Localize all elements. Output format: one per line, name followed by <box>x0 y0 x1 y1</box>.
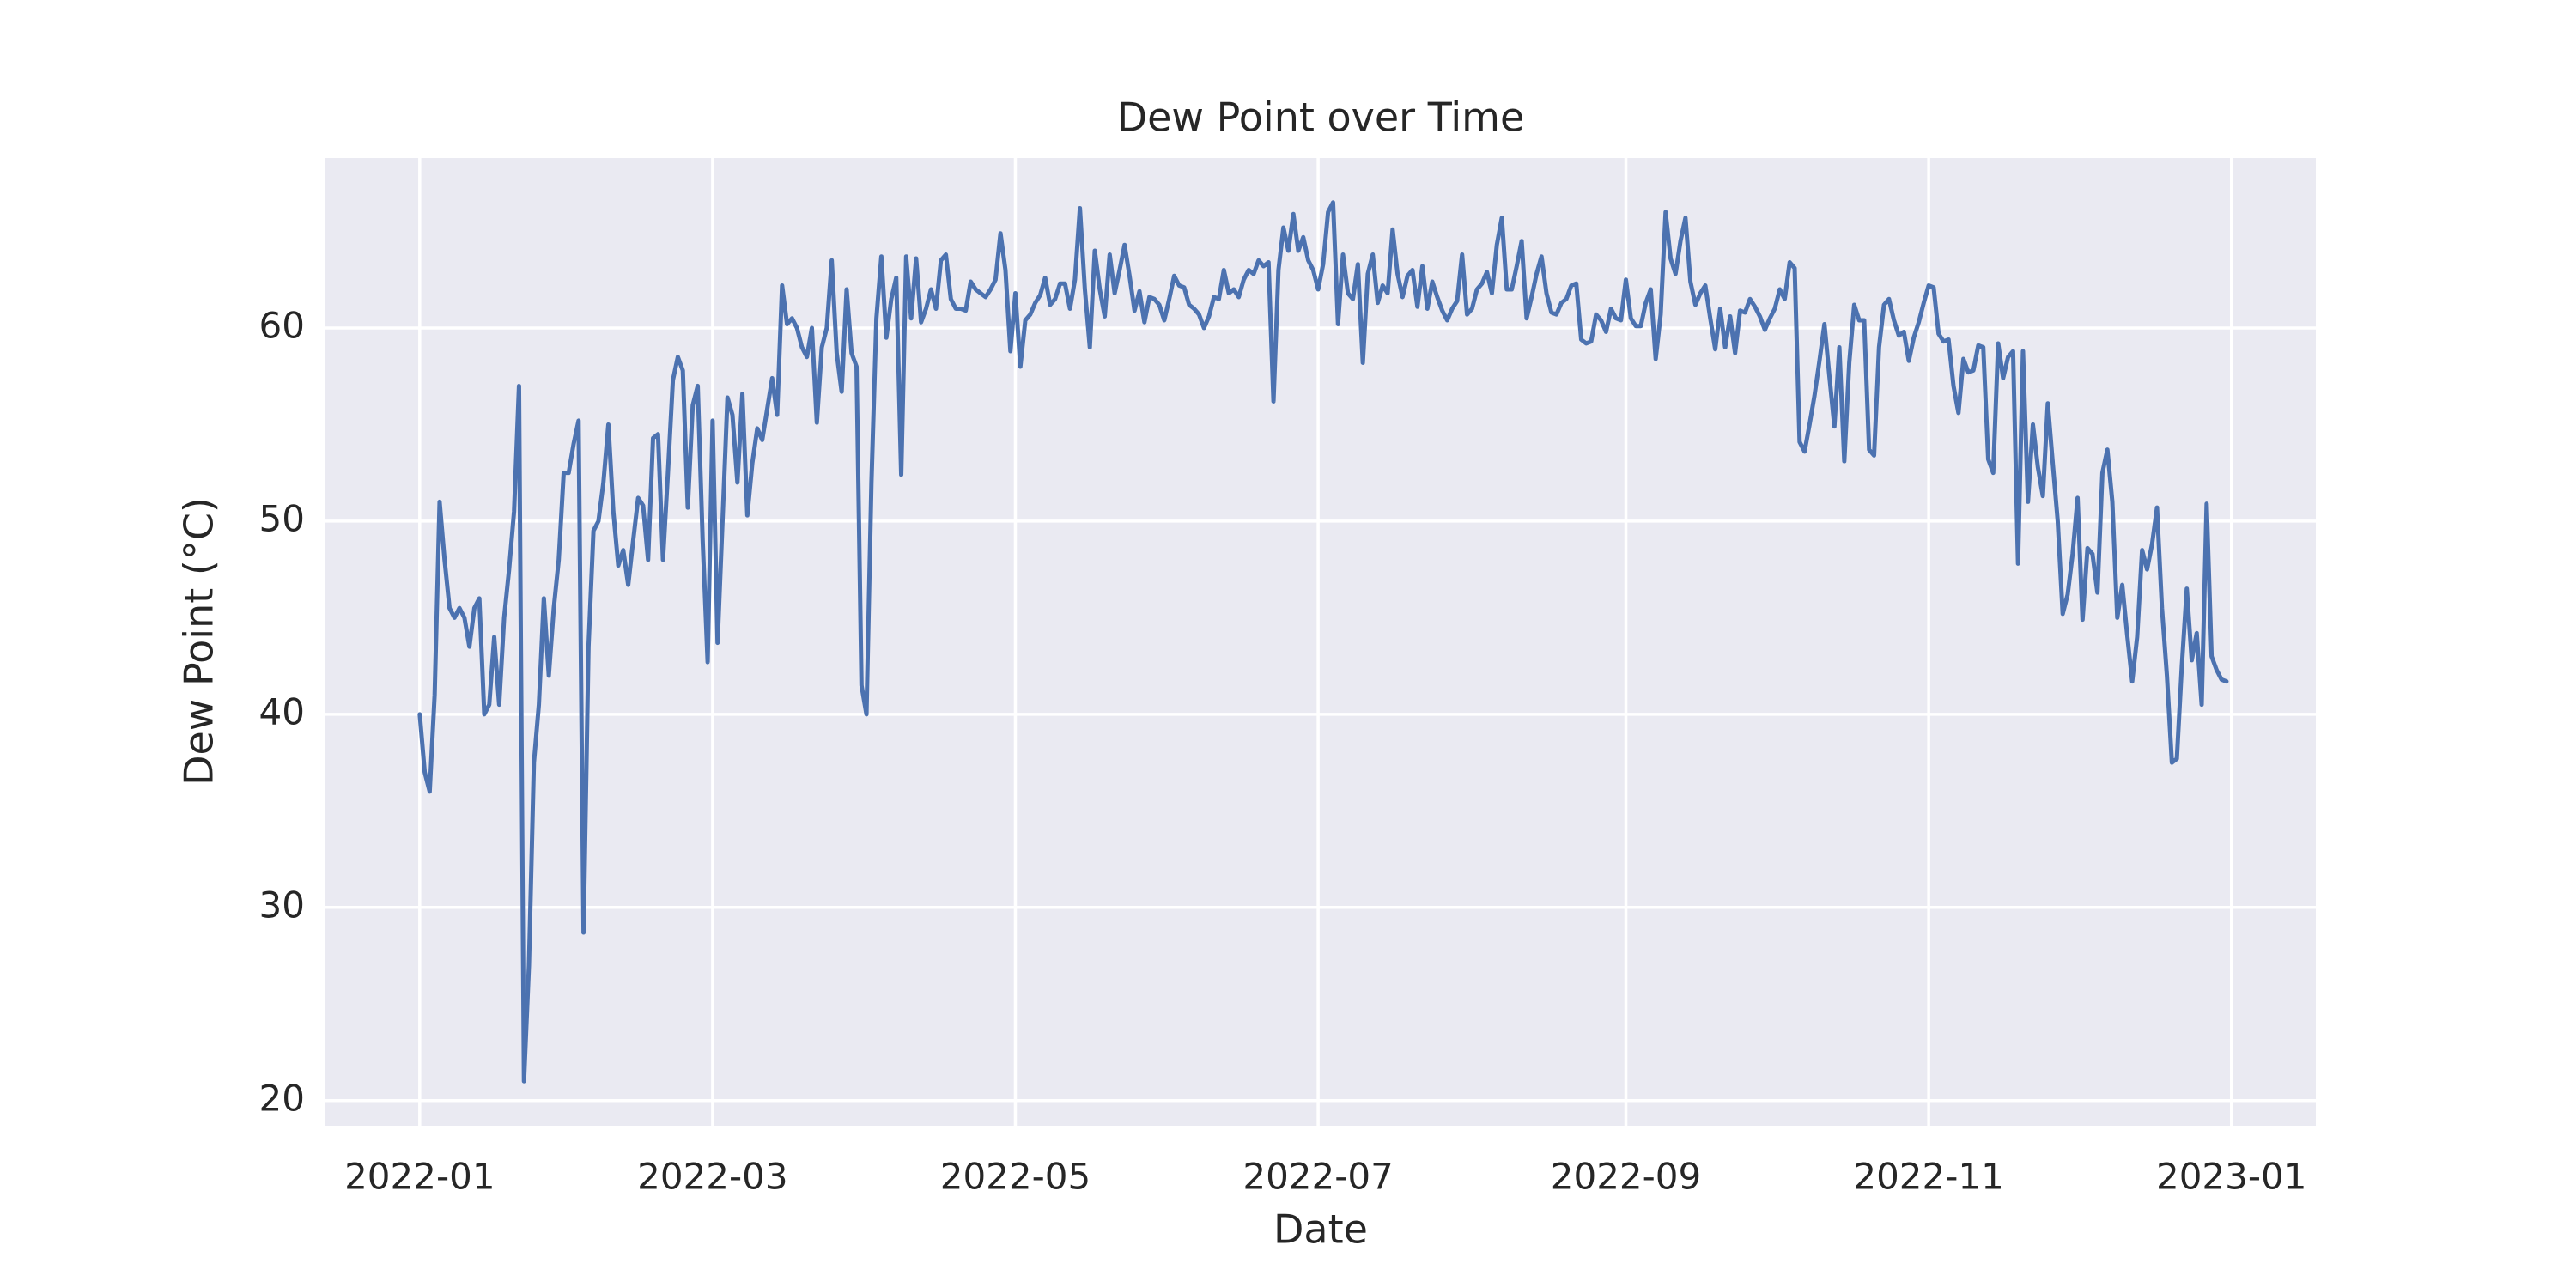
x-tick-label: 2022-07 <box>1242 1156 1394 1198</box>
y-axis-label: Dew Point (°C) <box>176 497 222 786</box>
y-tick-label: 60 <box>259 304 305 346</box>
x-tick-label: 2022-09 <box>1551 1156 1702 1198</box>
x-tick-label: 2022-05 <box>940 1156 1091 1198</box>
y-tick-label: 50 <box>259 497 305 539</box>
x-tick-label: 2022-11 <box>1853 1156 2004 1198</box>
x-axis-label: Date <box>1273 1206 1368 1253</box>
y-tick-label: 30 <box>259 884 305 926</box>
x-tick-label: 2023-01 <box>2156 1156 2307 1198</box>
x-tick-label: 2022-03 <box>637 1156 788 1198</box>
y-tick-label: 20 <box>259 1077 305 1119</box>
marks <box>417 200 2229 1084</box>
y-tick-label: 40 <box>259 690 305 732</box>
data-line <box>417 200 2229 1084</box>
plot-background <box>325 158 2316 1126</box>
x-tick-label: 2022-01 <box>344 1156 495 1198</box>
grid <box>325 158 2316 1126</box>
chart-title: Dew Point over Time <box>1117 94 1525 141</box>
